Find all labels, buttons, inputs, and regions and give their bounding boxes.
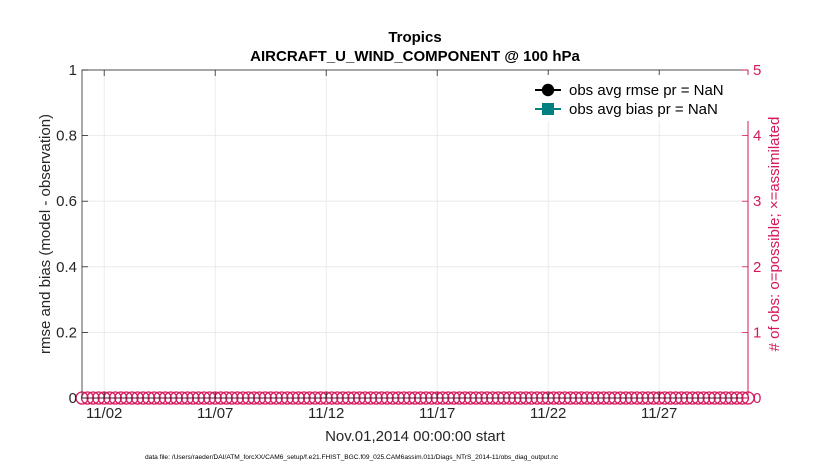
legend-label-rmse: obs avg rmse pr = NaN: [569, 82, 724, 99]
chart-title: Tropics: [388, 29, 441, 46]
chart-subtitle: AIRCRAFT_U_WIND_COMPONENT @ 100 hPa: [250, 48, 580, 65]
y2-axis-label: # of obs: o=possible; ×=assimilated: [766, 117, 783, 352]
y-tick-label: 0.6: [56, 193, 77, 210]
y2-tick-label: 4: [753, 128, 761, 145]
x-tick-label: 11/22: [530, 405, 566, 422]
legend-box: [499, 75, 749, 121]
y-tick-label: 0.4: [56, 259, 77, 276]
y-tick-label: 0: [69, 390, 77, 407]
plot-area: [82, 70, 748, 398]
y-tick-label: 0.8: [56, 128, 77, 145]
x-tick-label: 11/02: [86, 405, 122, 422]
y-axis-label: rmse and bias (model - observation): [37, 114, 54, 354]
axes: 11/02 11/07 11/12 11/17 11/22 11/27 0 0.2 0.4 0.6…: [56, 62, 761, 422]
footer-data-file: data file: /Users/raeder/DAI/ATM_forcXX/…: [145, 454, 559, 461]
y-tick-label: 1: [69, 62, 77, 79]
x-axis-label: Nov.01,2014 00:00:00 start: [325, 428, 506, 445]
y2-tick-label: 2: [753, 259, 761, 276]
x-tick-label: 11/12: [308, 405, 344, 422]
legend: obs avg rmse pr = NaN obs avg bias pr = …: [499, 75, 749, 121]
legend-marker-rmse: [541, 83, 555, 97]
y2-tick-label: 1: [753, 324, 761, 341]
x-tick-label: 11/07: [197, 405, 233, 422]
x-tick-label: 11/27: [641, 405, 677, 422]
y2-tick-label: 3: [753, 193, 761, 210]
legend-marker-bias: [542, 103, 554, 115]
y-tick-label: 0.2: [56, 324, 77, 341]
legend-label-bias: obs avg bias pr = NaN: [569, 101, 718, 118]
x-tick-label: 11/17: [419, 405, 455, 422]
y2-tick-label: 5: [753, 62, 761, 79]
y2-tick-label: 0: [753, 390, 761, 407]
